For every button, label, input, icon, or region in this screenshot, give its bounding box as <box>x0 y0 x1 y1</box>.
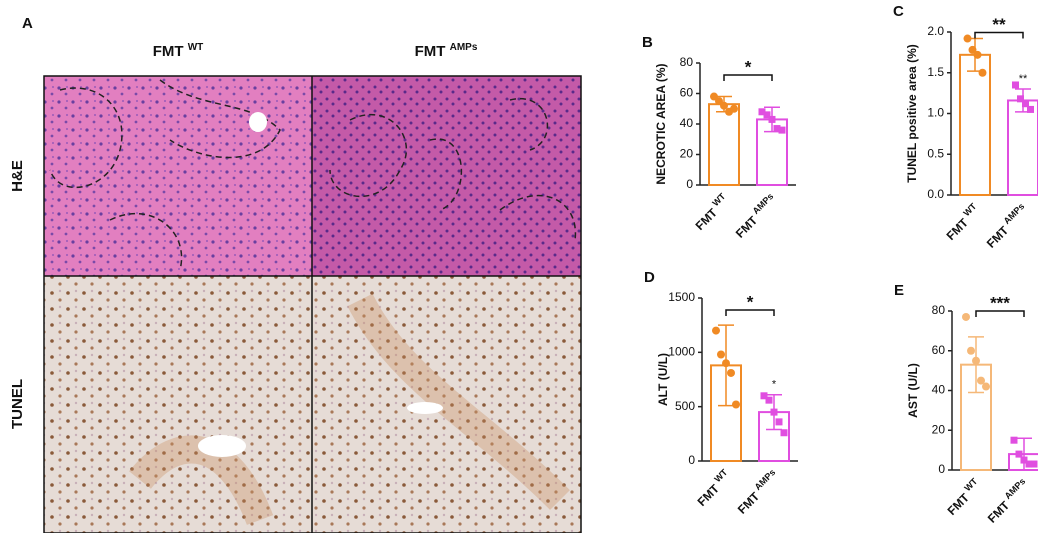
significance-bracket <box>975 310 1025 317</box>
y-tick-label: 500 <box>675 399 695 413</box>
bar <box>708 103 740 186</box>
x-tick-label: FMT AMPs <box>733 467 782 516</box>
y-axis-label: AST (U/L) <box>906 363 920 418</box>
panel-label: A <box>22 15 33 32</box>
vessel <box>198 435 246 457</box>
data-point <box>732 400 740 409</box>
y-tick-label: 80 <box>932 303 946 317</box>
vessel <box>249 112 267 132</box>
y-tick-label: 0 <box>938 462 945 476</box>
data-point <box>717 350 725 359</box>
significance-bracket <box>974 31 1024 39</box>
data-point <box>1022 100 1029 108</box>
tunel-wt-image <box>44 276 312 533</box>
panel-label: B <box>642 34 653 51</box>
row-header: H&E <box>9 160 26 192</box>
x-tick-label: FMT WT <box>943 476 985 518</box>
data-point <box>978 68 987 77</box>
y-tick-label: 20 <box>680 147 694 161</box>
data-point <box>1012 81 1019 89</box>
column-header: FMT WT <box>153 42 204 60</box>
y-axis-label: ALT (U/L) <box>656 353 670 406</box>
data-point <box>778 126 786 134</box>
data-point <box>973 50 982 59</box>
necrotic-outline <box>49 79 577 271</box>
data-point <box>1020 456 1028 464</box>
y-tick-label: 60 <box>932 343 946 357</box>
data-point <box>982 382 990 391</box>
row-header: TUNEL <box>9 379 26 429</box>
data-point <box>967 346 975 355</box>
y-tick-label: 0.5 <box>927 146 944 160</box>
y-tick-label: 0 <box>688 453 695 467</box>
data-point <box>763 111 771 119</box>
y-tick-label: 20 <box>932 422 946 436</box>
bar-annotation: * <box>772 379 777 391</box>
x-tick-label: FMT AMPs <box>731 191 780 240</box>
data-point <box>962 312 970 321</box>
error-bar <box>1016 437 1032 471</box>
data-point <box>1025 460 1033 468</box>
y-axis-label: TUNEL positive area (%) <box>905 44 919 182</box>
data-point <box>972 356 980 365</box>
data-point <box>968 45 977 54</box>
y-axis-label: NECROTIC AREA (%) <box>654 63 668 184</box>
data-point <box>720 101 728 110</box>
y-tick-label: 40 <box>932 383 946 397</box>
data-point <box>722 359 730 368</box>
data-point <box>963 34 972 43</box>
panel-label: D <box>644 269 655 286</box>
tunel-amps-image <box>312 276 581 533</box>
y-tick-label: 80 <box>680 55 694 69</box>
y-tick-label: 60 <box>680 86 694 100</box>
data-point <box>727 368 735 377</box>
x-tick-label: FMT WT <box>691 191 733 233</box>
significance-bracket <box>723 74 773 81</box>
data-point <box>1010 436 1018 444</box>
data-point <box>977 376 985 385</box>
histology-grid <box>43 75 582 533</box>
significance-bracket <box>725 309 775 316</box>
data-point <box>775 418 783 426</box>
data-point <box>770 408 778 416</box>
y-tick-label: 2.0 <box>927 24 944 38</box>
y-tick-label: 1000 <box>668 345 695 359</box>
vessel <box>407 402 443 414</box>
bar <box>1007 99 1038 196</box>
y-tick-label: 1.0 <box>927 106 944 120</box>
significance-label: *** <box>990 293 1010 312</box>
y-tick-label: 0.0 <box>927 187 944 201</box>
data-point <box>758 108 766 116</box>
he-wt-image <box>44 76 312 276</box>
x-tick-label: FMT AMPs <box>983 476 1032 525</box>
bar-annotation: ** <box>1019 73 1028 85</box>
data-point <box>1015 450 1023 458</box>
significance-label: * <box>747 292 754 311</box>
y-tick-label: 40 <box>680 116 694 130</box>
data-point <box>765 396 773 404</box>
data-point <box>1017 95 1024 103</box>
data-point <box>760 392 768 400</box>
data-point <box>773 125 781 133</box>
significance-label: ** <box>992 15 1006 34</box>
x-tick-label: FMT WT <box>942 201 984 243</box>
y-tick-label: 1500 <box>668 290 695 304</box>
significance-label: * <box>745 57 752 76</box>
data-point <box>768 115 776 123</box>
y-tick-label: 1.5 <box>927 65 944 79</box>
panel-label: C <box>893 3 904 20</box>
data-point <box>1027 105 1034 113</box>
x-tick-label: FMT WT <box>693 467 735 509</box>
x-tick-label: FMT AMPs <box>982 201 1031 250</box>
column-header: FMT AMPs <box>415 42 478 60</box>
panel-label: E <box>894 282 904 299</box>
data-point <box>1030 460 1038 468</box>
data-point <box>730 104 738 113</box>
bar <box>959 53 991 196</box>
y-tick-label: 0 <box>686 177 693 191</box>
data-point <box>780 429 788 437</box>
data-point <box>712 326 720 335</box>
he-amps-image <box>312 76 581 276</box>
